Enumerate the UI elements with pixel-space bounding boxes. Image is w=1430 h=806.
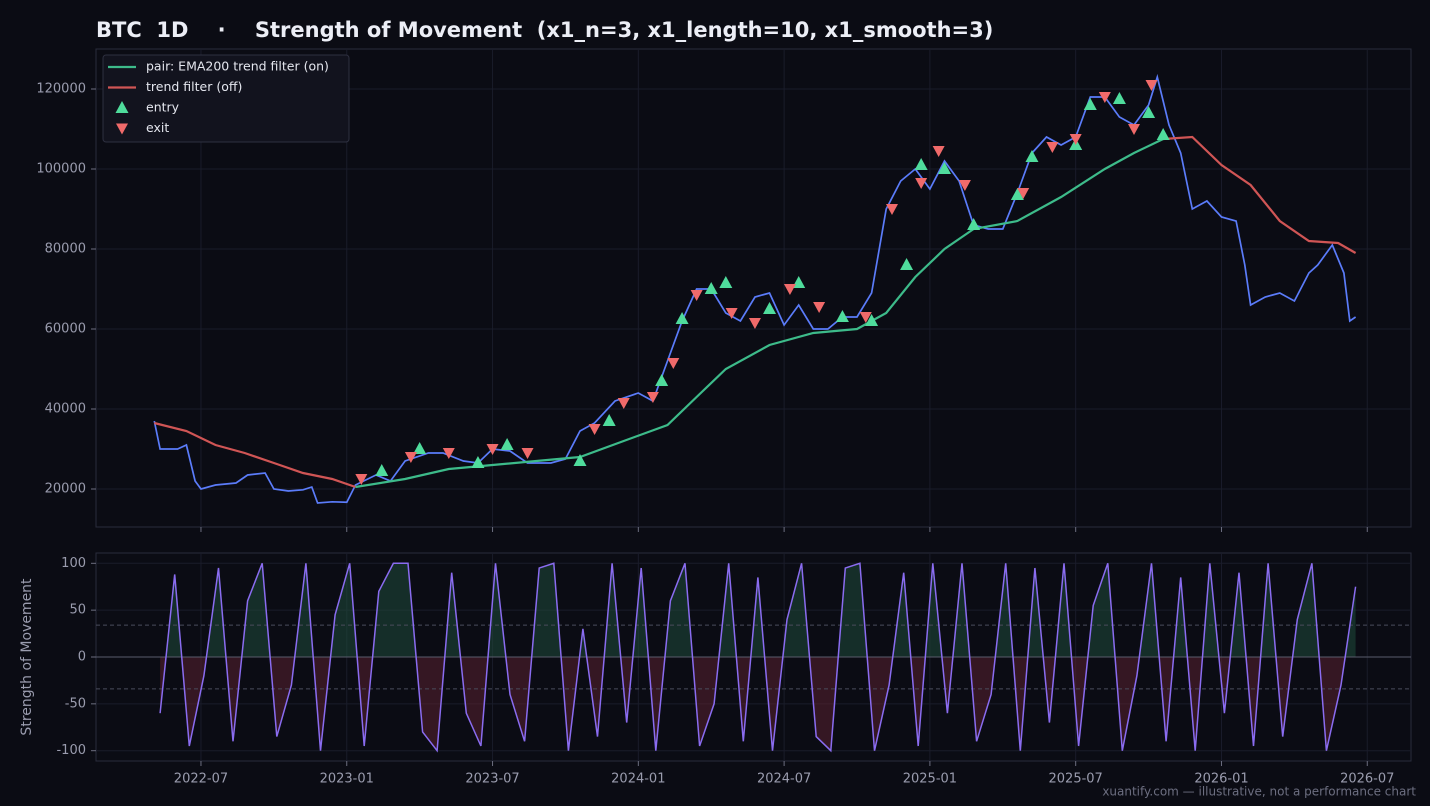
entry-marker bbox=[1112, 92, 1126, 104]
entry-marker bbox=[602, 414, 616, 426]
entry-marker bbox=[792, 276, 806, 288]
entry-marker bbox=[763, 302, 777, 314]
exit-marker bbox=[1145, 80, 1158, 91]
y-tick-label: -100 bbox=[56, 743, 86, 758]
y-tick-label: 100 bbox=[61, 556, 86, 571]
x-tick-label: 2024-07 bbox=[757, 772, 811, 787]
entry-marker bbox=[914, 158, 928, 170]
exit-marker bbox=[617, 398, 630, 409]
exit-marker bbox=[725, 308, 738, 319]
y-tick-label: 20000 bbox=[45, 482, 86, 497]
y-tick-label: 0 bbox=[78, 650, 86, 665]
line bbox=[153, 73, 1357, 504]
exit-marker bbox=[1017, 188, 1030, 199]
exit-marker bbox=[783, 284, 796, 295]
chart-title: BTC 1D · Strength of Movement (x1_n=3, x… bbox=[96, 18, 993, 42]
entry-marker bbox=[375, 464, 389, 476]
y-tick-label: 120000 bbox=[36, 82, 86, 97]
x-tick-label: 2025-01 bbox=[903, 772, 957, 787]
line bbox=[159, 562, 1357, 753]
y-tick-label: -50 bbox=[65, 696, 86, 711]
exit-marker bbox=[646, 392, 659, 403]
line bbox=[355, 138, 1164, 489]
exit-marker bbox=[1046, 142, 1059, 153]
y-tick-label: 80000 bbox=[45, 242, 86, 257]
entry-marker bbox=[500, 438, 514, 450]
entry-marker bbox=[1010, 188, 1024, 200]
exit-marker bbox=[958, 180, 971, 191]
entry-marker bbox=[1025, 150, 1039, 162]
x-tick-label: 2026-01 bbox=[1194, 772, 1248, 787]
exit-marker bbox=[859, 312, 872, 323]
entry-marker bbox=[413, 442, 427, 454]
x-tick-label: 2023-07 bbox=[465, 772, 519, 787]
legend-marker bbox=[116, 123, 128, 135]
exit-marker bbox=[355, 474, 368, 485]
exit-marker bbox=[1069, 134, 1082, 145]
y-tick-label: 40000 bbox=[45, 402, 86, 417]
exit-marker bbox=[1098, 92, 1111, 103]
exit-marker bbox=[521, 448, 534, 459]
positive-fill bbox=[160, 563, 1356, 657]
exit-marker bbox=[1128, 124, 1141, 135]
entry-marker bbox=[655, 374, 669, 386]
entry-marker bbox=[1142, 106, 1156, 118]
legend-label: trend filter (off) bbox=[146, 79, 242, 94]
legend bbox=[102, 54, 350, 143]
exit-marker bbox=[813, 302, 826, 313]
entry-marker bbox=[471, 456, 485, 468]
y-tick-label: 50 bbox=[69, 603, 86, 618]
entry-marker bbox=[967, 218, 981, 230]
legend-marker bbox=[115, 101, 129, 113]
exit-marker bbox=[486, 444, 499, 455]
entry-marker bbox=[865, 314, 879, 326]
x-tick-label: 2025-07 bbox=[1049, 772, 1103, 787]
entry-marker bbox=[704, 282, 718, 294]
entry-marker bbox=[937, 162, 951, 174]
entry-marker bbox=[1156, 128, 1170, 140]
entry-marker bbox=[719, 276, 733, 288]
legend-label: entry bbox=[146, 100, 180, 115]
x-tick-label: 2023-01 bbox=[320, 772, 374, 787]
footer: xuantify.com — illustrative, not a perfo… bbox=[1102, 785, 1416, 799]
x-tick-label: 2022-07 bbox=[174, 772, 228, 787]
y-tick-label: 60000 bbox=[45, 322, 86, 337]
y-tick-label: 100000 bbox=[36, 162, 86, 177]
entry-marker bbox=[835, 310, 849, 322]
entry-marker bbox=[1083, 98, 1097, 110]
exit-marker bbox=[885, 204, 898, 215]
x-tick-label: 2024-01 bbox=[611, 772, 665, 787]
y-axis-label: Strength of Movement bbox=[19, 578, 35, 736]
exit-marker bbox=[588, 424, 601, 435]
exit-marker bbox=[748, 318, 761, 329]
exit-marker bbox=[667, 358, 680, 369]
entry-marker bbox=[675, 312, 689, 324]
line bbox=[154, 135, 1357, 489]
negative-fill bbox=[160, 657, 1356, 751]
exit-marker bbox=[915, 178, 928, 189]
exit-marker bbox=[690, 290, 703, 301]
exit-marker bbox=[404, 452, 417, 463]
exit-marker bbox=[932, 146, 945, 157]
exit-marker bbox=[442, 448, 455, 459]
entry-marker bbox=[573, 454, 587, 466]
entry-marker bbox=[900, 258, 914, 270]
legend-label: pair: EMA200 trend filter (on) bbox=[146, 59, 329, 74]
x-tick-label: 2026-07 bbox=[1340, 772, 1394, 787]
legend-label: exit bbox=[146, 120, 169, 135]
